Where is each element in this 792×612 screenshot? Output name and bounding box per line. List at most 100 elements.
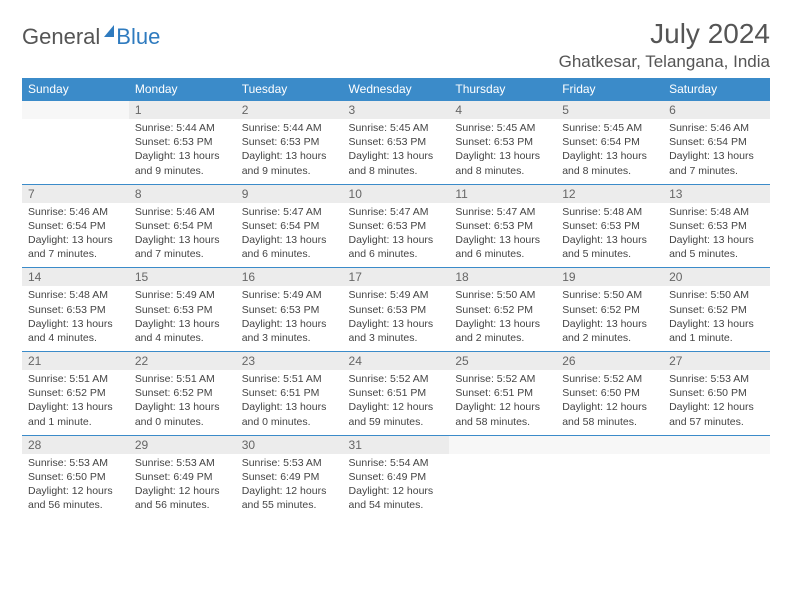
sunrise-text: Sunrise: 5:48 AM	[562, 205, 657, 219]
day-info-row: Sunrise: 5:46 AMSunset: 6:54 PMDaylight:…	[22, 203, 770, 268]
sunrise-text: Sunrise: 5:44 AM	[135, 121, 230, 135]
day-info: Sunrise: 5:46 AMSunset: 6:54 PMDaylight:…	[663, 119, 770, 184]
daylight-text: Daylight: 13 hours and 5 minutes.	[669, 233, 764, 261]
day-info-cell	[556, 454, 663, 519]
sunset-text: Sunset: 6:53 PM	[349, 135, 444, 149]
weekday-header: Saturday	[663, 78, 770, 101]
day-number-cell: 5	[556, 101, 663, 120]
logo: General Blue	[22, 18, 160, 50]
day-info-cell: Sunrise: 5:54 AMSunset: 6:49 PMDaylight:…	[343, 454, 450, 519]
sunset-text: Sunset: 6:53 PM	[242, 135, 337, 149]
day-info-cell: Sunrise: 5:51 AMSunset: 6:51 PMDaylight:…	[236, 370, 343, 435]
day-info: Sunrise: 5:45 AMSunset: 6:54 PMDaylight:…	[556, 119, 663, 184]
day-number-row: 78910111213	[22, 184, 770, 203]
weekday-header: Monday	[129, 78, 236, 101]
sunset-text: Sunset: 6:53 PM	[135, 303, 230, 317]
location: Ghatkesar, Telangana, India	[559, 52, 770, 72]
daylight-text: Daylight: 13 hours and 0 minutes.	[135, 400, 230, 428]
day-info-row: Sunrise: 5:51 AMSunset: 6:52 PMDaylight:…	[22, 370, 770, 435]
sunrise-text: Sunrise: 5:48 AM	[28, 288, 123, 302]
day-number-cell: 17	[343, 268, 450, 287]
day-info-cell: Sunrise: 5:45 AMSunset: 6:54 PMDaylight:…	[556, 119, 663, 184]
daylight-text: Daylight: 13 hours and 2 minutes.	[455, 317, 550, 345]
day-info-row: Sunrise: 5:48 AMSunset: 6:53 PMDaylight:…	[22, 286, 770, 351]
daylight-text: Daylight: 12 hours and 57 minutes.	[669, 400, 764, 428]
daylight-text: Daylight: 13 hours and 5 minutes.	[562, 233, 657, 261]
sunrise-text: Sunrise: 5:52 AM	[455, 372, 550, 386]
daylight-text: Daylight: 13 hours and 6 minutes.	[349, 233, 444, 261]
day-number-cell: 13	[663, 184, 770, 203]
day-number-cell: 24	[343, 352, 450, 371]
day-info: Sunrise: 5:47 AMSunset: 6:53 PMDaylight:…	[449, 203, 556, 268]
day-info: Sunrise: 5:44 AMSunset: 6:53 PMDaylight:…	[129, 119, 236, 184]
day-info-cell: Sunrise: 5:50 AMSunset: 6:52 PMDaylight:…	[556, 286, 663, 351]
day-info: Sunrise: 5:48 AMSunset: 6:53 PMDaylight:…	[663, 203, 770, 268]
day-number-cell: 27	[663, 352, 770, 371]
daylight-text: Daylight: 12 hours and 58 minutes.	[455, 400, 550, 428]
day-info-cell: Sunrise: 5:52 AMSunset: 6:50 PMDaylight:…	[556, 370, 663, 435]
day-info-cell	[663, 454, 770, 519]
sunset-text: Sunset: 6:51 PM	[242, 386, 337, 400]
weekday-header: Friday	[556, 78, 663, 101]
day-number-cell	[663, 435, 770, 454]
day-info-cell: Sunrise: 5:53 AMSunset: 6:49 PMDaylight:…	[236, 454, 343, 519]
sunset-text: Sunset: 6:52 PM	[669, 303, 764, 317]
sunset-text: Sunset: 6:50 PM	[28, 470, 123, 484]
day-info-cell: Sunrise: 5:48 AMSunset: 6:53 PMDaylight:…	[663, 203, 770, 268]
weekday-header: Tuesday	[236, 78, 343, 101]
sunset-text: Sunset: 6:53 PM	[349, 219, 444, 233]
daylight-text: Daylight: 13 hours and 3 minutes.	[349, 317, 444, 345]
day-info-cell: Sunrise: 5:51 AMSunset: 6:52 PMDaylight:…	[22, 370, 129, 435]
day-info: Sunrise: 5:53 AMSunset: 6:49 PMDaylight:…	[236, 454, 343, 519]
daylight-text: Daylight: 13 hours and 7 minutes.	[28, 233, 123, 261]
day-info-cell: Sunrise: 5:46 AMSunset: 6:54 PMDaylight:…	[663, 119, 770, 184]
day-number-cell: 4	[449, 101, 556, 120]
day-number-row: 14151617181920	[22, 268, 770, 287]
sunrise-text: Sunrise: 5:52 AM	[562, 372, 657, 386]
sunrise-text: Sunrise: 5:47 AM	[242, 205, 337, 219]
sunset-text: Sunset: 6:54 PM	[242, 219, 337, 233]
weekday-header: Sunday	[22, 78, 129, 101]
daylight-text: Daylight: 13 hours and 1 minute.	[669, 317, 764, 345]
daylight-text: Daylight: 13 hours and 4 minutes.	[135, 317, 230, 345]
day-number-row: 21222324252627	[22, 352, 770, 371]
day-info-cell: Sunrise: 5:45 AMSunset: 6:53 PMDaylight:…	[343, 119, 450, 184]
day-info: Sunrise: 5:45 AMSunset: 6:53 PMDaylight:…	[343, 119, 450, 184]
day-info-cell: Sunrise: 5:46 AMSunset: 6:54 PMDaylight:…	[22, 203, 129, 268]
day-number-cell	[556, 435, 663, 454]
daylight-text: Daylight: 12 hours and 56 minutes.	[135, 484, 230, 512]
daylight-text: Daylight: 12 hours and 59 minutes.	[349, 400, 444, 428]
sunrise-text: Sunrise: 5:45 AM	[349, 121, 444, 135]
daylight-text: Daylight: 13 hours and 6 minutes.	[242, 233, 337, 261]
day-info: Sunrise: 5:47 AMSunset: 6:54 PMDaylight:…	[236, 203, 343, 268]
day-info-cell: Sunrise: 5:53 AMSunset: 6:50 PMDaylight:…	[663, 370, 770, 435]
day-number-cell: 10	[343, 184, 450, 203]
sunrise-text: Sunrise: 5:50 AM	[669, 288, 764, 302]
day-number-cell: 11	[449, 184, 556, 203]
daylight-text: Daylight: 13 hours and 3 minutes.	[242, 317, 337, 345]
day-info: Sunrise: 5:53 AMSunset: 6:50 PMDaylight:…	[22, 454, 129, 519]
day-info: Sunrise: 5:52 AMSunset: 6:50 PMDaylight:…	[556, 370, 663, 435]
sunrise-text: Sunrise: 5:54 AM	[349, 456, 444, 470]
sunrise-text: Sunrise: 5:52 AM	[349, 372, 444, 386]
day-info: Sunrise: 5:51 AMSunset: 6:52 PMDaylight:…	[129, 370, 236, 435]
sunrise-text: Sunrise: 5:49 AM	[349, 288, 444, 302]
day-info-cell: Sunrise: 5:44 AMSunset: 6:53 PMDaylight:…	[236, 119, 343, 184]
sunrise-text: Sunrise: 5:46 AM	[669, 121, 764, 135]
day-info-cell: Sunrise: 5:50 AMSunset: 6:52 PMDaylight:…	[449, 286, 556, 351]
sunset-text: Sunset: 6:54 PM	[669, 135, 764, 149]
day-number-cell: 21	[22, 352, 129, 371]
day-info-cell: Sunrise: 5:52 AMSunset: 6:51 PMDaylight:…	[449, 370, 556, 435]
sunrise-text: Sunrise: 5:49 AM	[135, 288, 230, 302]
day-info-cell: Sunrise: 5:49 AMSunset: 6:53 PMDaylight:…	[236, 286, 343, 351]
day-info-cell: Sunrise: 5:46 AMSunset: 6:54 PMDaylight:…	[129, 203, 236, 268]
day-info: Sunrise: 5:50 AMSunset: 6:52 PMDaylight:…	[556, 286, 663, 351]
sunrise-text: Sunrise: 5:46 AM	[28, 205, 123, 219]
day-info: Sunrise: 5:48 AMSunset: 6:53 PMDaylight:…	[22, 286, 129, 351]
sunset-text: Sunset: 6:51 PM	[455, 386, 550, 400]
daylight-text: Daylight: 13 hours and 9 minutes.	[135, 149, 230, 177]
sunrise-text: Sunrise: 5:51 AM	[28, 372, 123, 386]
day-number-cell: 25	[449, 352, 556, 371]
sunrise-text: Sunrise: 5:47 AM	[455, 205, 550, 219]
sunset-text: Sunset: 6:53 PM	[669, 219, 764, 233]
